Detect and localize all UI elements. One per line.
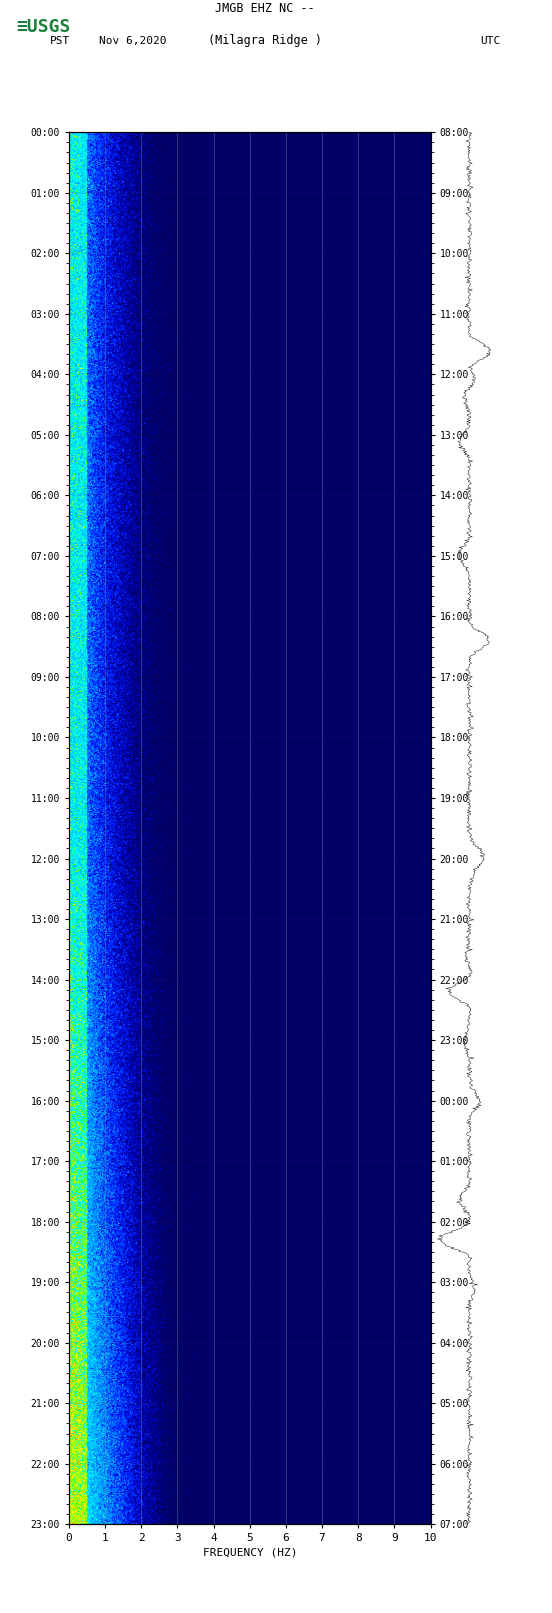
Text: Nov 6,2020: Nov 6,2020 [99, 35, 167, 47]
Text: ≡USGS: ≡USGS [17, 18, 71, 35]
Text: (Milagra Ridge ): (Milagra Ridge ) [208, 34, 322, 47]
Text: PST: PST [50, 35, 70, 47]
Text: JMGB EHZ NC --: JMGB EHZ NC -- [215, 2, 315, 15]
X-axis label: FREQUENCY (HZ): FREQUENCY (HZ) [203, 1547, 297, 1558]
Text: UTC: UTC [480, 35, 501, 47]
